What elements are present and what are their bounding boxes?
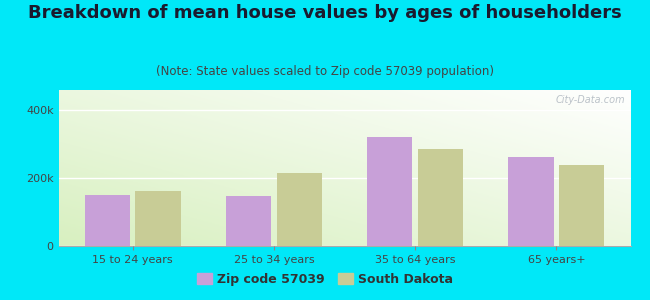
Legend: Zip code 57039, South Dakota: Zip code 57039, South Dakota <box>192 268 458 291</box>
Bar <box>135 191 181 246</box>
Text: City-Data.com: City-Data.com <box>555 95 625 105</box>
Bar <box>559 165 604 246</box>
Bar <box>508 157 554 246</box>
Bar <box>226 196 271 246</box>
Bar <box>367 137 412 246</box>
Bar <box>418 149 463 246</box>
Bar <box>84 195 130 246</box>
Bar <box>277 173 322 246</box>
Text: Breakdown of mean house values by ages of householders: Breakdown of mean house values by ages o… <box>28 4 622 22</box>
Text: (Note: State values scaled to Zip code 57039 population): (Note: State values scaled to Zip code 5… <box>156 64 494 77</box>
